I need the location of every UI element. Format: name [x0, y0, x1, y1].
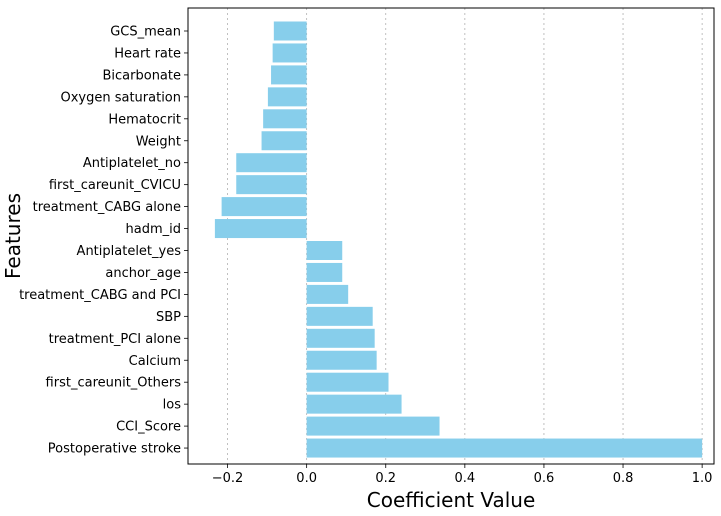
x-tick-label: −0.2 — [212, 471, 244, 486]
y-tick-label: Antiplatelet_no — [83, 156, 181, 171]
bar — [271, 65, 307, 85]
y-tick-label: Hematocrit — [108, 112, 181, 127]
y-tick-label: Bicarbonate — [103, 68, 182, 83]
bar — [306, 306, 373, 326]
axes-border — [187, 7, 715, 465]
x-axis-title: Coefficient Value — [367, 488, 536, 512]
plot-frame — [187, 7, 715, 465]
bar — [236, 175, 307, 195]
y-tick-label: treatment_PCI alone — [49, 332, 181, 347]
bar — [214, 219, 307, 239]
bar — [306, 262, 343, 282]
x-tick-labels: −0.2 0.0 0.2 0.4 0.6 0.8 1.0 — [212, 464, 713, 486]
y-axis-title: Features — [1, 193, 25, 279]
bar — [306, 372, 389, 392]
y-tick-label: CCI_Score — [116, 420, 181, 435]
x-tick-label: 0.4 — [454, 471, 475, 486]
bar — [221, 197, 307, 217]
y-tick-label: SBP — [156, 310, 181, 325]
y-tick-label: Heart rate — [114, 46, 181, 61]
bar — [261, 131, 307, 151]
bars — [214, 21, 703, 458]
bar — [306, 328, 375, 348]
bar — [306, 416, 440, 436]
y-tick-label: Calcium — [129, 354, 181, 369]
bar — [306, 438, 703, 458]
y-tick-label: treatment_CABG and PCI — [19, 288, 181, 303]
y-tick-label: first_careunit_Others — [46, 376, 182, 391]
bar — [306, 394, 402, 414]
x-tick-label: 0.0 — [296, 471, 317, 486]
bar — [273, 21, 307, 41]
y-tick-label: treatment_CABG alone — [33, 200, 181, 215]
bar — [267, 87, 307, 107]
y-tick-label: anchor_age — [105, 266, 181, 281]
x-tick-label: 1.0 — [692, 471, 713, 486]
bar — [306, 350, 377, 370]
x-tick-label: 0.6 — [534, 471, 555, 486]
y-tick-label: GCS_mean — [110, 25, 181, 40]
bar — [306, 241, 343, 260]
x-tick-label: 0.8 — [613, 471, 634, 486]
y-tick-label: Oxygen saturation — [60, 90, 181, 105]
bar — [263, 109, 307, 129]
bar — [306, 284, 349, 304]
bar — [236, 153, 307, 173]
y-tick-label: first_careunit_CVICU — [49, 178, 181, 193]
y-tick-label: Weight — [136, 134, 181, 149]
x-tick-label: 0.2 — [375, 471, 396, 486]
bar — [272, 43, 307, 63]
y-tick-label: Postoperative stroke — [48, 442, 181, 457]
y-tick-label: hadm_id — [126, 222, 182, 237]
y-tick-label: los — [163, 398, 182, 413]
y-tick-label: Antiplatelet_yes — [77, 244, 182, 259]
y-tick-labels: GCS_mean Heart rate Bicarbonate Oxygen satu… — [19, 25, 188, 457]
